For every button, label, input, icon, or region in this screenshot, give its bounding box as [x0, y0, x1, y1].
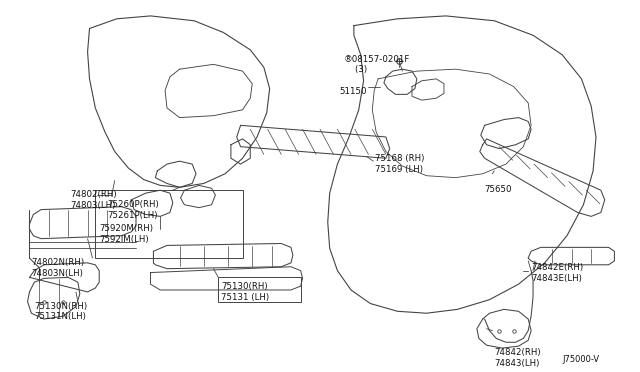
- Text: J75000-V: J75000-V: [562, 355, 599, 364]
- Text: 75130(RH)
75131 (LH): 75130(RH) 75131 (LH): [221, 282, 269, 302]
- Text: 75168 (RH)
75169 (LH): 75168 (RH) 75169 (LH): [375, 154, 424, 174]
- Text: 74842(RH)
74843(LH): 74842(RH) 74843(LH): [494, 348, 541, 368]
- Text: 75650: 75650: [484, 185, 512, 195]
- Text: 75920M(RH)
7592lM(LH): 75920M(RH) 7592lM(LH): [99, 224, 153, 244]
- Bar: [95, 190, 243, 258]
- Text: 74802(RH)
74803(LH): 74802(RH) 74803(LH): [70, 190, 116, 210]
- Text: 75130N(RH)
75131N(LH): 75130N(RH) 75131N(LH): [35, 302, 88, 321]
- Bar: [218, 278, 301, 302]
- Text: 51150: 51150: [339, 87, 367, 96]
- Text: 74802N(RH)
74803N(LH): 74802N(RH) 74803N(LH): [31, 258, 84, 278]
- Text: 75260P(RH)
75261P(LH): 75260P(RH) 75261P(LH): [107, 200, 159, 219]
- Text: 74842E(RH)
74843E(LH): 74842E(RH) 74843E(LH): [531, 263, 583, 283]
- Text: ®08157-0201F
    (3): ®08157-0201F (3): [344, 55, 411, 74]
